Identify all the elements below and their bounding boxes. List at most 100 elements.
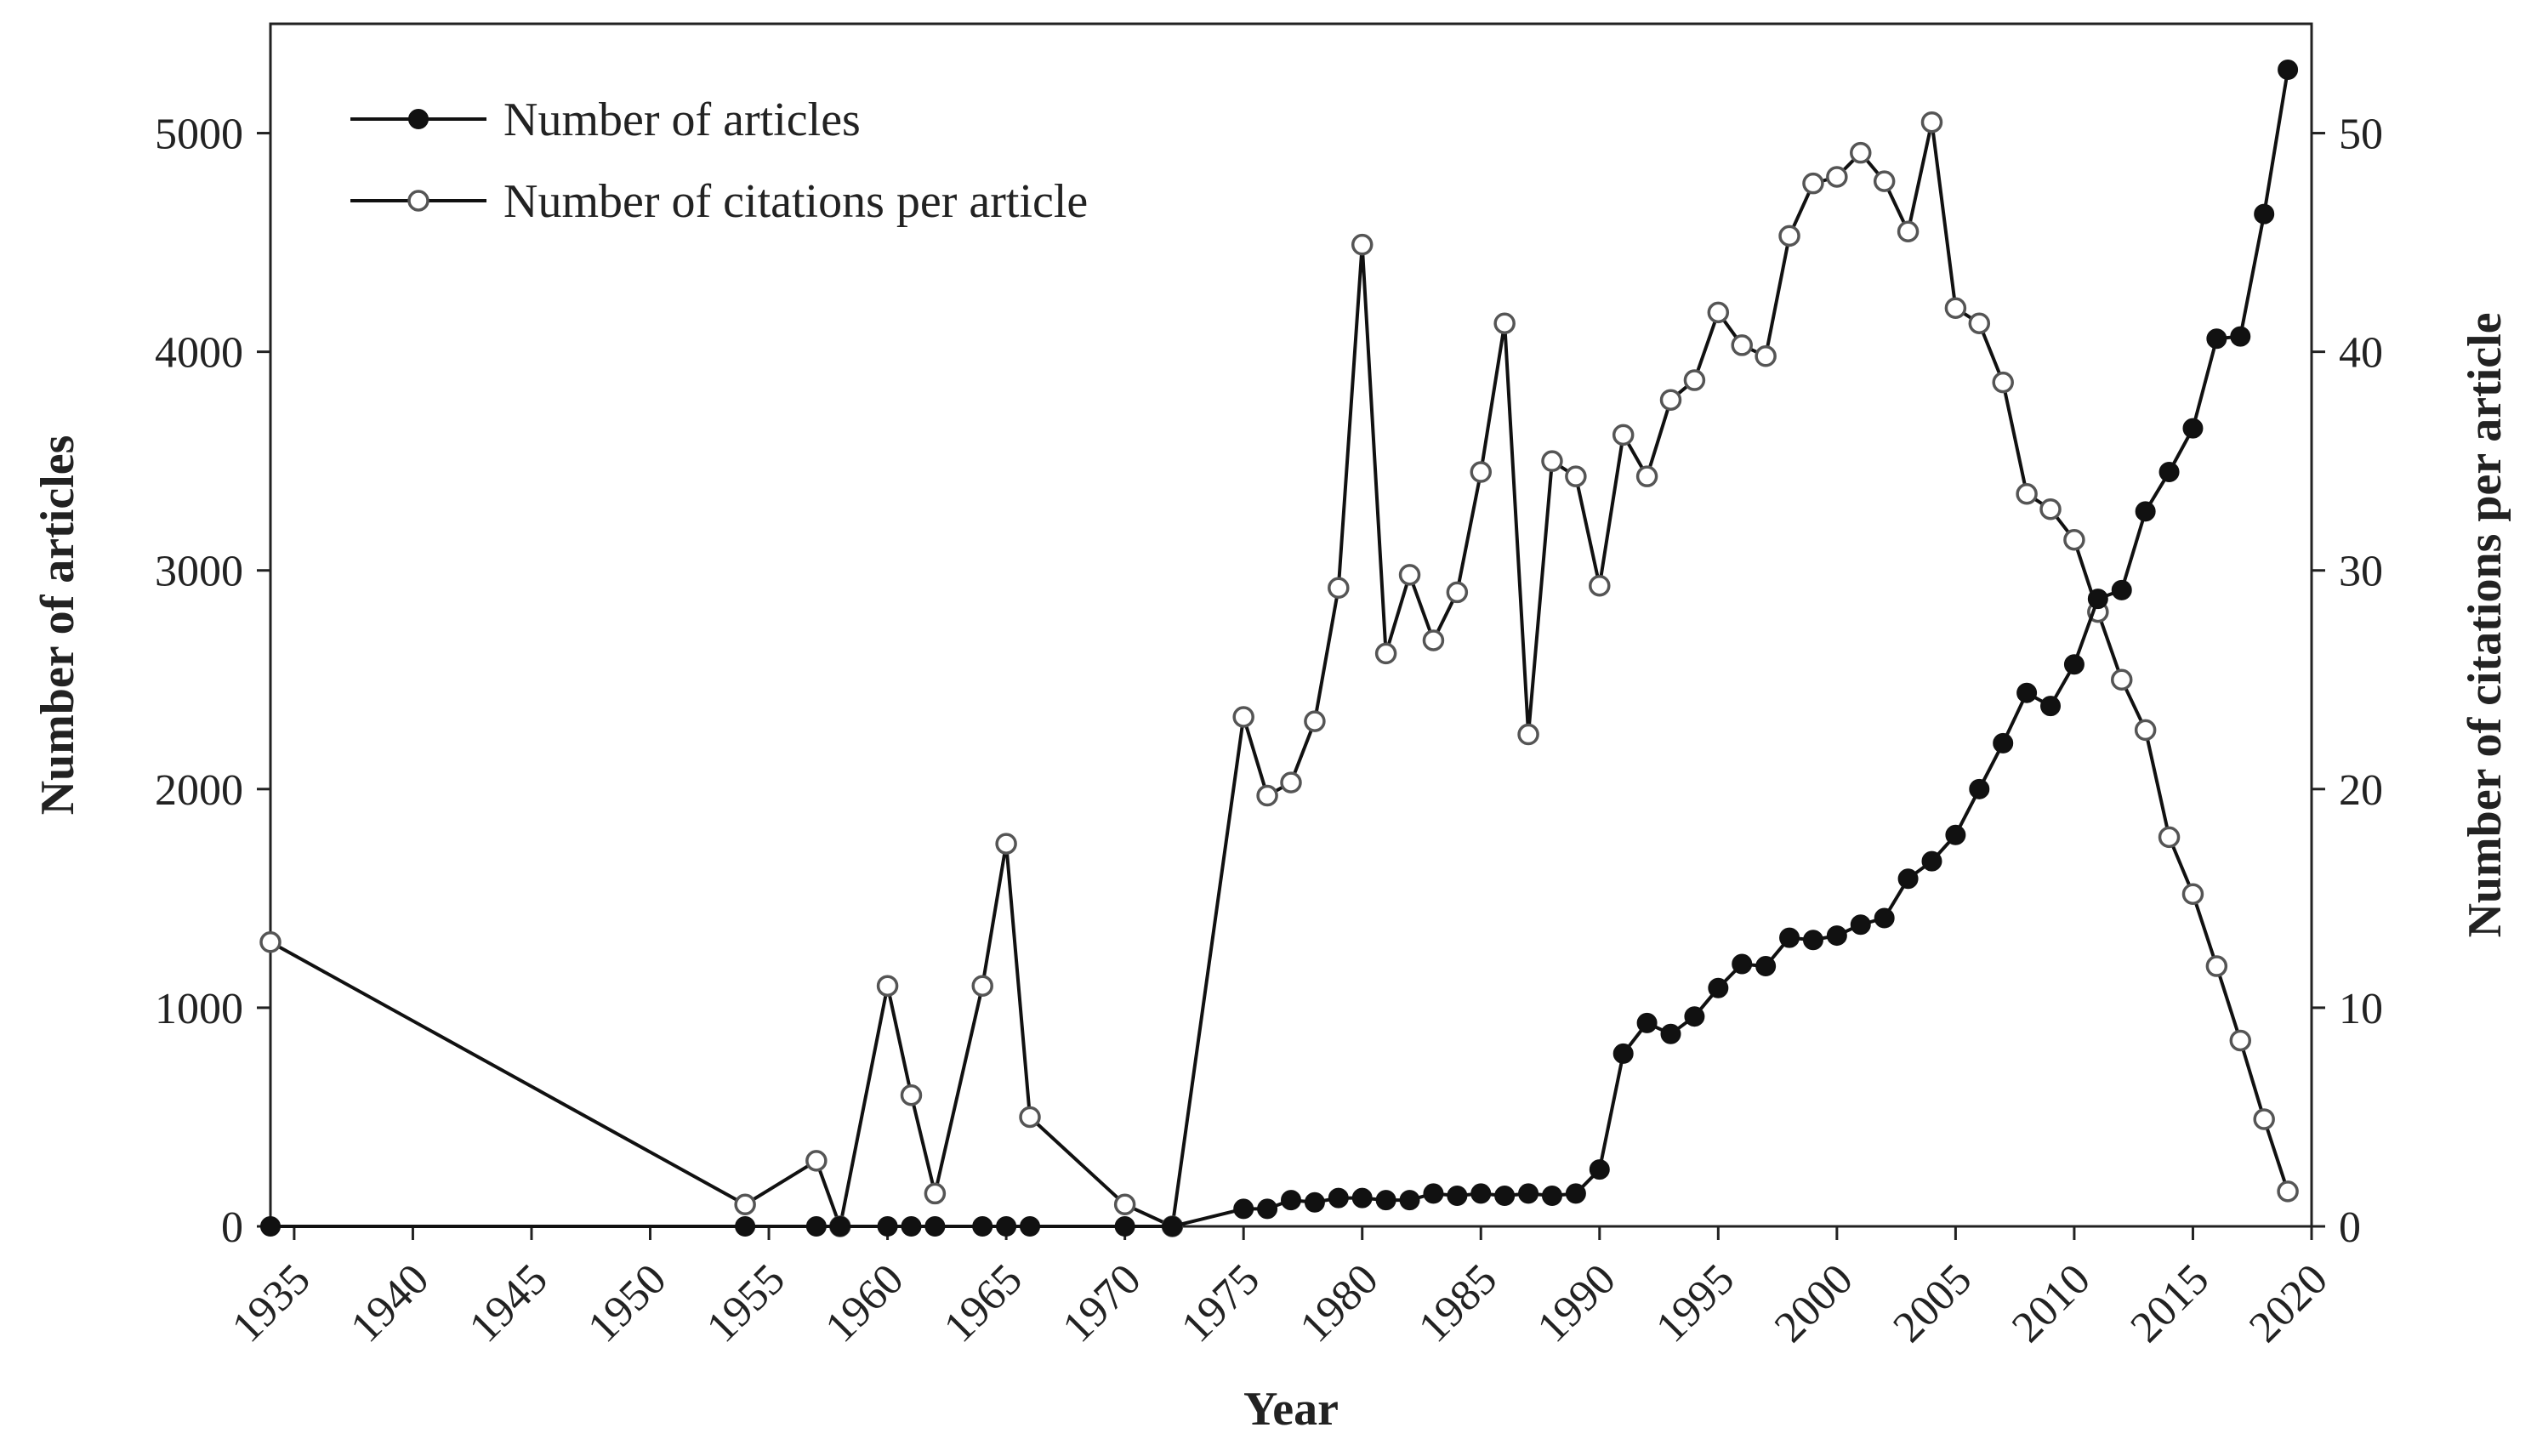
data-point-citations — [2110, 668, 2133, 691]
data-point-citations — [1992, 371, 2014, 394]
data-point-citations — [971, 975, 993, 997]
data-point-citations — [805, 1150, 828, 1172]
data-point-articles — [1708, 977, 1729, 998]
data-point-articles — [1565, 1183, 1586, 1204]
data-point-articles — [2016, 682, 2038, 703]
x-tick-label: 2005 — [1884, 1255, 1981, 1352]
x-tick-label: 2015 — [2122, 1255, 2219, 1352]
data-point-articles — [1114, 1216, 1135, 1237]
data-point-articles — [1684, 1006, 1705, 1027]
data-point-citations — [1517, 723, 1539, 746]
y-axis-left: 0 1000 2000 3000 4000 5000 — [155, 111, 270, 1252]
data-point-articles — [1257, 1198, 1278, 1220]
series-layer — [259, 59, 2299, 1237]
data-point-articles — [1494, 1186, 1516, 1207]
data-point-citations — [1113, 1193, 1136, 1216]
data-point-articles — [1281, 1190, 1301, 1211]
data-point-articles — [1993, 732, 2014, 754]
data-point-citations — [1019, 1106, 1041, 1129]
data-point-articles — [2087, 589, 2108, 610]
x-tick-label: 1995 — [1647, 1255, 1743, 1352]
data-point-citations — [1920, 111, 1943, 134]
data-point-articles — [1020, 1216, 1041, 1237]
y-right-tick-label: 10 — [2339, 985, 2383, 1033]
data-point-articles — [2063, 654, 2085, 675]
plot-border — [269, 22, 2313, 1228]
data-point-citations — [2229, 1029, 2252, 1052]
data-point-articles — [1802, 930, 1823, 951]
data-point-articles — [1518, 1183, 1539, 1204]
x-tick-label: 2000 — [1766, 1255, 1863, 1352]
y-right-tick-label: 50 — [2339, 111, 2383, 159]
series-articles — [260, 59, 2299, 1237]
y-left-tick-label: 4000 — [155, 329, 243, 378]
y-left-tick-label: 0 — [221, 1203, 243, 1252]
data-point-articles — [805, 1216, 827, 1237]
y-left-tick-label: 3000 — [155, 548, 243, 596]
data-point-citations — [1778, 225, 1800, 247]
data-point-citations — [876, 975, 899, 997]
data-point-articles — [1874, 907, 1895, 929]
data-point-citations — [1398, 564, 1421, 586]
data-point-articles — [1541, 1186, 1562, 1207]
data-point-citations — [1422, 629, 1445, 651]
data-point-citations — [259, 931, 282, 953]
data-point-citations — [2277, 1180, 2299, 1203]
data-point-articles — [2278, 59, 2299, 80]
x-tick-label: 2010 — [2003, 1255, 2100, 1352]
data-point-citations — [1493, 312, 1516, 334]
x-tick-label: 1950 — [579, 1255, 676, 1352]
y-right-tick-label: 20 — [2339, 766, 2383, 815]
legend-marker-open — [407, 190, 429, 212]
data-point-citations — [1256, 784, 1278, 807]
data-point-articles — [1304, 1192, 1325, 1213]
data-point-citations — [1446, 581, 1469, 604]
data-point-articles — [2158, 462, 2180, 483]
data-point-articles — [996, 1216, 1017, 1237]
data-point-citations — [2253, 1108, 2275, 1130]
data-point-citations — [1802, 172, 1824, 195]
x-tick-label: 1965 — [935, 1255, 1032, 1352]
data-point-citations — [1731, 334, 1753, 356]
data-point-citations — [995, 833, 1017, 855]
data-point-articles — [1423, 1183, 1444, 1204]
data-point-citations — [1328, 577, 1350, 600]
data-point-articles — [1233, 1198, 1254, 1220]
data-point-articles — [1921, 850, 1942, 872]
data-point-citations — [1944, 297, 1967, 319]
x-tick-label: 1980 — [1291, 1255, 1388, 1352]
data-point-citations — [2063, 528, 2085, 551]
data-point-citations — [2181, 883, 2204, 905]
x-tick-label: 1945 — [460, 1255, 557, 1352]
x-axis: 1935 1940 1945 1950 1955 1960 1965 1970 1975 1980… — [223, 1226, 2337, 1351]
data-point-articles — [1732, 953, 1753, 975]
legend-marker-filled — [408, 109, 429, 129]
data-point-articles — [1826, 925, 1847, 947]
data-point-citations — [1565, 465, 1587, 487]
data-point-articles — [1660, 1023, 1681, 1044]
data-point-articles — [2111, 579, 2132, 600]
x-tick-label: 1940 — [342, 1255, 439, 1352]
data-point-citations — [2134, 719, 2157, 742]
series-citations-per-article — [259, 111, 2299, 1237]
y-axis-right-title: Number of citations per article — [2459, 312, 2511, 937]
data-point-articles — [1755, 956, 1777, 977]
y-left-tick-label: 5000 — [155, 111, 243, 159]
data-point-citations — [1232, 706, 1254, 728]
y-left-tick-label: 2000 — [155, 766, 243, 815]
plot-frame — [269, 22, 2313, 1228]
x-axis-title: Year — [1243, 1383, 1339, 1436]
data-point-citations — [924, 1182, 947, 1205]
data-point-citations — [1850, 141, 1872, 164]
data-point-citations — [1589, 574, 1611, 597]
series-line — [270, 69, 2290, 1228]
series-line — [270, 120, 2290, 1228]
data-point-citations — [1351, 233, 1374, 256]
data-point-citations — [2039, 498, 2062, 520]
x-tick-label: 1990 — [1528, 1255, 1625, 1352]
data-point-articles — [1375, 1190, 1396, 1211]
x-tick-label: 1970 — [1054, 1255, 1151, 1352]
data-point-articles — [1447, 1186, 1468, 1207]
data-point-articles — [1850, 914, 1871, 936]
data-point-citations — [900, 1083, 923, 1106]
